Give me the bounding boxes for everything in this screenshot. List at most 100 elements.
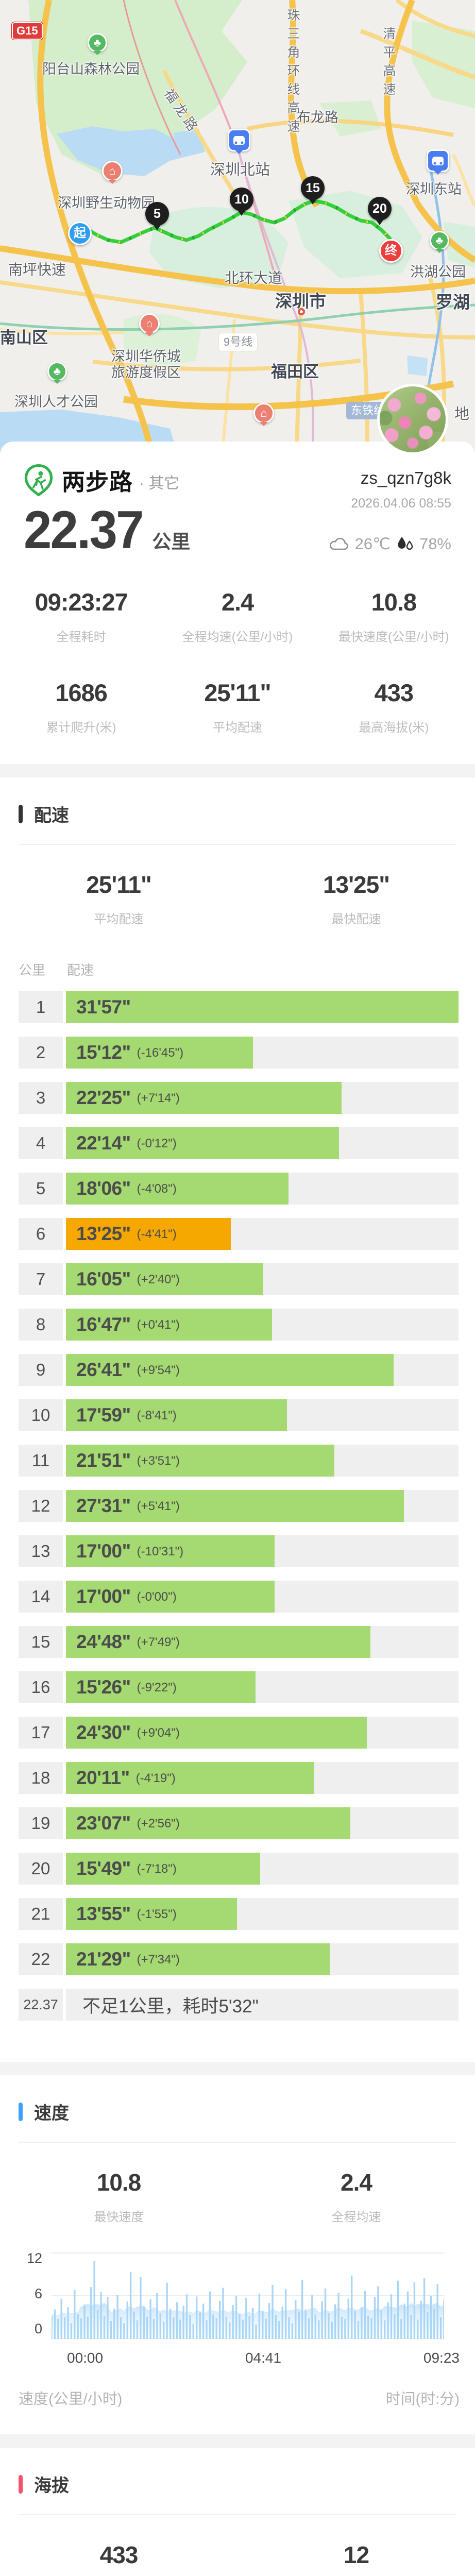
route-marker[interactable]: 起 [68,222,92,245]
map-label: 深圳东站 [406,181,462,197]
divider [19,2514,456,2515]
road-badge: G15 [11,22,43,40]
map-label: 清平高速 [381,27,396,101]
pace-bar-text: 不足1公里，耗时5'32" [82,1996,259,2016]
km-number: 20 [19,1853,63,1885]
pace-bar-fill [66,1263,264,1295]
humidity-icon [398,537,413,550]
map-label: 深圳华侨城 [111,349,181,364]
divider [19,2142,456,2143]
temperature: 26℃ [354,535,391,553]
km-number: 13 [19,1535,63,1567]
km-number: 16 [19,1671,63,1703]
speed-ylabel: 速度(公里/小时) [19,2391,123,2408]
pace-bar-fill [66,1898,237,1930]
pace-row: 7 16'05" (+2'40") [19,1263,459,1295]
user-block: zs_qzn7g8k 2026.04.06 08:55 [351,468,451,511]
pace-row: 17 24'30" (+9'04") [19,1717,459,1749]
speed-stats: 10.8 最快速度 2.4 全程均速 [0,2143,475,2230]
km-number: 15 [19,1626,63,1658]
pace-bar-text: 27'31" (+5'41") [76,1495,180,1516]
summary-card: 两步路 · 其它 zs_qzn7g8k 2026.04.06 08:55 22.… [0,384,475,764]
best-pace: 13'25" 最快配速 [323,871,390,926]
pace-bar-track: 17'00" (-10'31") [66,1535,459,1567]
pace-bar-text: 16'47" (+0'41") [76,1314,180,1335]
pace-row: 21 13'55" (-1'55") [19,1898,459,1930]
brand-name: 两步路 [62,469,133,495]
section-divider [0,764,475,777]
speed-y-axis: 12 6 0 [26,2250,42,2336]
pace-bar-text: 23'07" (+2'56") [76,1812,180,1834]
avatar [377,384,448,455]
section-accent-bar [19,804,23,823]
brand-row: 两步路 · 其它 [0,443,475,497]
pace-section: 配速 25'11" 平均配速 13'25" 最快配速 公里 配速 1 31'57" [0,777,475,2062]
pace-bar-fill [66,1218,231,1250]
speed-section-header: 速度 [0,2075,475,2142]
km-number: 11 [19,1445,63,1477]
pace-bar-track: 13'25" (-4'41") [66,1218,459,1250]
pace-row: 8 16'47" (+0'41") [19,1309,459,1341]
pace-bar-fill [66,1581,275,1613]
pace-bar-text: 13'55" (-1'55") [76,1903,177,1924]
summary-stat: 09:23:27 全程耗时 [35,588,128,644]
pace-bar-track: 21'51" (+3'51") [66,1445,459,1477]
pace-row: 15 24'48" (+7'49") [19,1626,459,1658]
route-marker[interactable]: 15 [301,176,325,205]
pace-row: 4 22'14" (-0'12") [19,1127,459,1159]
pace-bar-text: 16'05" (+2'40") [76,1268,180,1290]
map-label: 北环大道 [225,270,283,286]
route-marker[interactable]: 20 [368,197,392,225]
distance-row: 22.37 公里 26℃ 78% [0,497,475,561]
divider [19,844,456,845]
pace-bar-fill [66,1717,367,1749]
route-marker[interactable]: 10 [230,188,253,216]
route-marker[interactable]: 终 [379,239,403,263]
pace-row: 19 23'07" (+2'56") [19,1807,459,1839]
route-map[interactable]: 阳台山森林公园 深圳野生动物园 深圳北站 深圳东站 布龙路 南坪快速 北环大道 深圳市 洪湖公园… [0,0,475,466]
km-number: 10 [19,1399,63,1431]
avg-speed: 2.4 全程均速 [331,2169,381,2224]
summary-stat: 10.8 最快速度(公里/小时) [338,588,449,644]
park-pin: ♣ [47,362,67,388]
pace-bar-track: 26'41" (+9'54") [66,1354,459,1386]
pace-bar-track: 17'00" (-0'00") [66,1581,459,1613]
max-speed: 10.8 最快速度 [94,2169,144,2224]
pace-bar-text: 31'57" [76,996,131,1018]
km-number: 22 [19,1943,63,1975]
train-station-pin [427,149,449,179]
map-label: 深圳北站 [210,162,270,178]
km-number: 3 [19,1082,63,1114]
pace-row: 22 21'29" (+7'34") [19,1943,459,1975]
km-number: 8 [19,1309,63,1341]
section-title: 海拔 [34,2476,69,2496]
pace-bar-fill [66,1309,273,1341]
pace-row: 13 17'00" (-10'31") [19,1535,459,1567]
pace-bar-fill [66,1626,371,1658]
pace-bar-track: 不足1公里，耗时5'32" [66,1989,459,2021]
section-divider [0,2434,475,2448]
distance-unit: 公里 [152,531,191,552]
km-number: 1 [19,991,63,1023]
liangbulu-logo-icon [24,464,53,496]
km-number: 21 [19,1898,63,1930]
map-label: 南山区 [0,329,48,347]
pace-bar-track: 17'59" (-8'41") [66,1399,459,1431]
map-label: 布龙路 [297,110,338,125]
pace-row: 6 13'25" (-4'41") [19,1218,459,1250]
pace-row: 5 18'06" (-4'08") [19,1173,459,1205]
section-divider [0,2062,475,2075]
pace-bar-fill [66,1535,275,1567]
total-distance: 22.37 [24,500,144,560]
speed-x-axis: 00:00 04:41 09:23 [67,2350,460,2366]
pace-row: 9 26'41" (+9'54") [19,1354,459,1386]
pace-bar-text: 22'25" (+7'14") [76,1087,180,1108]
route-marker[interactable]: 5 [145,202,169,230]
pace-bar-track: 20'11" (-4'19") [66,1762,459,1794]
min-elevation: 12最低海拔 [343,2541,369,2568]
pace-bar-fill [66,1037,253,1069]
pace-stats: 25'11" 平均配速 13'25" 最快配速 [0,845,475,932]
pace-bar-fill [66,1173,289,1205]
avg-pace: 25'11" 平均配速 [86,871,152,926]
